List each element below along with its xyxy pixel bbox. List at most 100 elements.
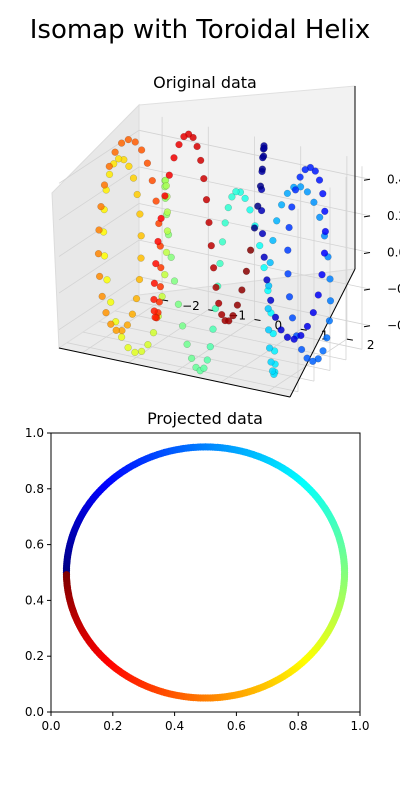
helix-point: [320, 249, 329, 257]
helix-point: [206, 343, 214, 351]
helix-point: [288, 203, 296, 211]
helix-point: [135, 275, 144, 284]
helix-point: [273, 217, 281, 225]
z-tick: [363, 288, 371, 291]
helix-point: [323, 334, 331, 342]
helix-point: [221, 219, 229, 227]
grid-line: [98, 321, 331, 371]
helix-point: [158, 292, 166, 301]
helix-point: [114, 155, 123, 163]
helix-point: [117, 333, 126, 341]
helix-point: [174, 300, 183, 308]
helix-point: [242, 267, 251, 275]
helix-point: [297, 345, 306, 354]
helix-point: [215, 299, 223, 307]
helix-point: [303, 354, 311, 362]
helix-point: [319, 190, 327, 198]
y-tick-label: 2: [367, 338, 375, 352]
helix-point: [157, 263, 165, 272]
y-tick-label: 0.8: [25, 482, 44, 496]
helix-point: [284, 246, 292, 254]
helix-point: [150, 295, 158, 304]
helix-point: [100, 252, 109, 260]
helix-point: [94, 250, 103, 258]
grid-line: [66, 342, 299, 393]
helix-point: [143, 159, 152, 167]
helix-point: [228, 193, 236, 201]
helix-point: [297, 331, 305, 340]
helix-point: [163, 227, 172, 235]
helix-point: [269, 329, 277, 338]
helix-point: [264, 305, 272, 313]
y-tick-label: 0.0: [25, 705, 44, 719]
y-tick: [162, 299, 169, 302]
y-tick-label: 0.6: [25, 538, 44, 552]
helix-point: [209, 325, 217, 333]
helix-point: [283, 189, 292, 198]
helix-point: [163, 208, 172, 216]
helix-point: [149, 329, 158, 337]
x-tick-label: 0.2: [103, 719, 122, 733]
helix-point: [267, 358, 275, 366]
helix-point: [161, 192, 169, 200]
helix-point: [150, 279, 159, 287]
helix-point: [257, 206, 266, 215]
x-tick-label: 0.0: [41, 719, 60, 733]
helix-point: [148, 176, 156, 185]
helix-point: [107, 298, 115, 306]
helix-point: [137, 254, 145, 262]
helix-point: [283, 333, 292, 341]
helix-point: [326, 275, 334, 283]
helix-point: [263, 276, 271, 284]
2d-points: [62, 443, 349, 702]
grid-line: [58, 166, 140, 221]
helix-point: [123, 321, 132, 329]
3d-axes-title: Original data: [153, 73, 257, 92]
helix-point: [211, 304, 220, 313]
helix-point: [260, 263, 268, 272]
2d-axes: Projected data 0.0 0.2 0.4 0.6 0.8 1.00.00.20…: [25, 409, 370, 733]
helix-point: [125, 162, 133, 170]
helix-point: [197, 156, 205, 165]
helix-point: [290, 335, 298, 343]
x-tick-label: 0.8: [289, 719, 308, 733]
helix-point: [264, 326, 273, 334]
helix-point: [200, 364, 208, 372]
helix-point: [318, 271, 326, 279]
helix-point: [144, 341, 152, 349]
helix-point: [137, 347, 146, 356]
helix-point: [321, 227, 330, 236]
helix-point: [205, 218, 213, 227]
helix-point: [285, 223, 293, 232]
helix-point: [316, 213, 324, 221]
helix-point: [296, 173, 304, 181]
helix-point: [97, 202, 105, 211]
helix-point: [161, 271, 169, 279]
helix-point: [258, 165, 267, 173]
helix-point: [180, 132, 188, 141]
z-tick: [363, 252, 371, 254]
helix-point: [131, 138, 139, 146]
helix-point: [309, 308, 317, 317]
figure-title: Isomap with Toroidal Helix: [30, 15, 371, 45]
helix-point: [303, 188, 312, 196]
helix-point: [131, 348, 139, 357]
helix-point: [271, 313, 280, 321]
helix-point: [100, 181, 109, 189]
y-tick: [346, 338, 353, 341]
grid-line: [130, 299, 363, 350]
y-tick-label: 0.4: [25, 593, 44, 607]
helix-point: [157, 214, 165, 223]
y-tick-label: −2: [182, 299, 200, 313]
helix-point: [321, 207, 329, 215]
helix-point: [303, 322, 312, 331]
2d-plot-area: [51, 433, 360, 712]
helix-point: [102, 309, 110, 317]
2d-axes-frame: [50, 432, 361, 713]
helix-point: [170, 277, 179, 285]
helix-point: [259, 152, 268, 160]
helix-point: [246, 206, 254, 214]
3d-x-axis-line: [58, 347, 291, 398]
z-tick-label: 0.4: [387, 172, 400, 186]
